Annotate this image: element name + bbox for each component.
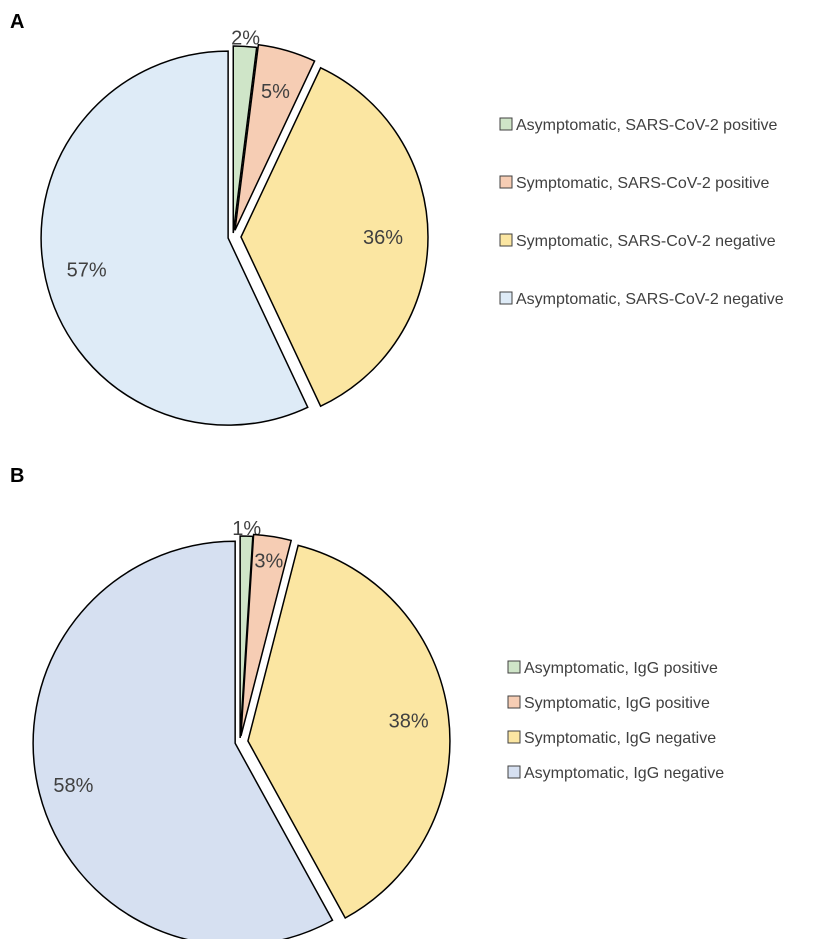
pie-a-slice-label-3: 36%: [363, 227, 403, 249]
legend-b-label-1: Asymptomatic, IgG positive: [524, 660, 718, 677]
legend-b-label-4: Asymptomatic, IgG negative: [524, 765, 724, 782]
pie-b-slice-label-3: 38%: [389, 711, 429, 733]
legend-a-swatch-1: [499, 117, 513, 131]
legend-a-swatch-3: [499, 233, 513, 247]
panel-a-letter: A: [10, 11, 24, 33]
panel-b-letter: B: [10, 465, 24, 487]
pie-a-slice-4: [40, 50, 309, 426]
legend-b: Asymptomatic, IgG positive Symptomatic, I…: [507, 660, 724, 782]
legend-b-swatch-2: [507, 695, 521, 709]
legend-b-swatch-4: [507, 765, 521, 779]
legend-a-label-2: Symptomatic, SARS-CoV-2 positive: [516, 175, 770, 192]
panel-b: B 1%3%38%58% Asymptomatic, IgG positiveS…: [10, 465, 724, 939]
pie-a-slice-label-4: 57%: [67, 260, 107, 282]
legend-a-label-1: Asymptomatic, SARS-CoV-2 positive: [516, 117, 778, 134]
legend-a-label-3: Symptomatic, SARS-CoV-2 negative: [516, 233, 776, 250]
pie-a-slice-label-2: 5%: [261, 81, 290, 103]
pie-b-slice-3: [247, 544, 451, 920]
pie-chart-b: 1%3%38%58%: [32, 518, 451, 939]
pie-b-slice-label-4: 58%: [53, 775, 93, 797]
pie-chart-a: 2% 5% 36% 57%: [40, 27, 429, 426]
pie-b-slice-2: [240, 533, 293, 737]
legend-a-swatch-2: [499, 175, 513, 189]
pie-b-slice-label-2: 3%: [254, 550, 283, 572]
legend-b-swatch-1: [507, 660, 521, 674]
pie-a-slice-3: [240, 66, 429, 408]
legend-b-label-3: Symptomatic, IgG negative: [524, 730, 716, 747]
pie-a-slice-1: [232, 45, 258, 234]
legend-b-swatch-3: [507, 730, 521, 744]
pie-a-slice-label-1: 2%: [231, 27, 260, 49]
pie-a-slice-2: [234, 43, 316, 231]
panel-a: A 2% 5% 36% 57% Asymptomatic, SARS-CoV-2 po…: [10, 11, 784, 426]
legend-a: Asymptomatic, SARS-CoV-2 positive Symptom…: [499, 117, 784, 308]
legend-b-label-2: Symptomatic, IgG positive: [524, 695, 710, 712]
legend-a-label-4: Asymptomatic, SARS-CoV-2 negative: [516, 291, 784, 308]
pie-b-slice-4: [32, 540, 334, 939]
legend-a-swatch-4: [499, 291, 513, 305]
